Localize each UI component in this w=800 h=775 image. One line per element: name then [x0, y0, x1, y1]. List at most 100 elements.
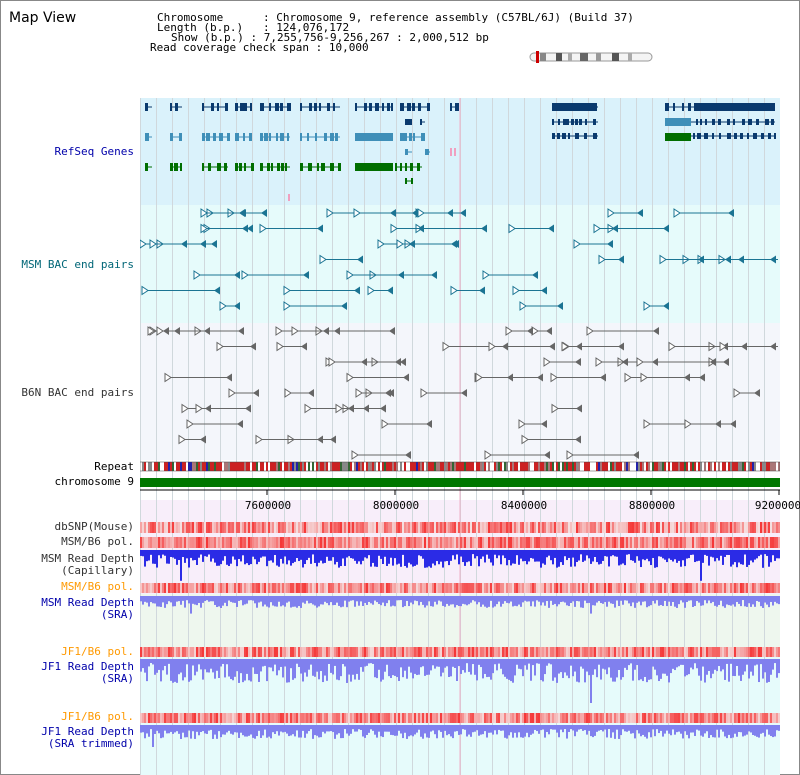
- heat-mark: [350, 522, 352, 533]
- depth-mark: [496, 725, 498, 735]
- depth-mark: [216, 725, 218, 739]
- repeat-mark: [718, 462, 720, 471]
- depth-mark: [414, 596, 416, 601]
- repeat-mark: [338, 462, 340, 471]
- heat-mark: [608, 522, 610, 533]
- depth-mark: [302, 550, 304, 568]
- heat-mark: [590, 522, 592, 533]
- depth-mark: [588, 725, 590, 731]
- heat-mark: [350, 537, 352, 548]
- heat-mark: [250, 583, 252, 593]
- heat-mark: [726, 713, 728, 723]
- repeat-mark: [470, 462, 472, 471]
- depth-mark: [684, 550, 686, 567]
- depth-mark: [744, 659, 746, 672]
- heat-mark: [656, 522, 658, 533]
- depth-mark: [624, 725, 626, 732]
- repeat-mark: [396, 462, 398, 471]
- heat-mark: [616, 713, 618, 723]
- heat-mark: [574, 537, 576, 548]
- bac-end-marker: [507, 373, 513, 382]
- heat-mark: [240, 713, 242, 723]
- depth-mark: [498, 550, 500, 556]
- depth-mark: [762, 725, 764, 733]
- depth-mark: [158, 725, 160, 734]
- label-msm-bac[interactable]: MSM BAC end pairs: [21, 258, 134, 271]
- heat-mark: [776, 583, 778, 593]
- heat-mark: [496, 522, 498, 533]
- heat-mark: [500, 647, 502, 657]
- depth-mark: [538, 596, 540, 602]
- gene-exon: [593, 119, 596, 125]
- heat-mark: [308, 522, 310, 533]
- depth-mark: [324, 550, 326, 563]
- heat-mark: [352, 522, 354, 533]
- heat-mark: [428, 537, 430, 548]
- bac-end-marker: [593, 223, 601, 234]
- depth-mark: [140, 725, 142, 733]
- depth-mark: [212, 725, 214, 739]
- depth-mark: [322, 659, 324, 683]
- heat-mark: [704, 537, 706, 548]
- depth-mark: [542, 550, 544, 564]
- depth-mark: [684, 725, 686, 732]
- depth-mark: [290, 550, 292, 566]
- heat-mark: [472, 583, 474, 593]
- heat-mark: [558, 713, 560, 723]
- depth-mark: [586, 725, 588, 735]
- depth-mark: [628, 596, 630, 604]
- label-refseq-genes[interactable]: RefSeq Genes: [54, 145, 134, 158]
- depth-mark: [590, 725, 592, 737]
- heat-mark: [568, 583, 570, 593]
- depth-mark: [426, 659, 428, 675]
- heat-mark: [314, 647, 316, 657]
- gene-exon: [244, 103, 247, 111]
- heat-mark: [358, 583, 360, 593]
- depth-mark: [674, 725, 676, 735]
- depth-mark: [314, 725, 316, 736]
- heat-mark: [398, 583, 400, 593]
- heat-mark: [552, 647, 554, 657]
- heat-mark: [732, 647, 734, 657]
- depth-mark: [360, 550, 362, 565]
- heat-mark: [168, 537, 170, 548]
- heat-mark: [488, 583, 490, 593]
- heat-mark: [540, 647, 542, 657]
- depth-mark: [604, 659, 606, 670]
- depth-mark: [664, 725, 666, 734]
- depth-mark: [540, 550, 542, 568]
- repeat-mark: [546, 462, 548, 471]
- depth-mark: [182, 550, 184, 558]
- heat-mark: [680, 522, 682, 533]
- repeat-mark: [566, 462, 568, 471]
- repeat-mark: [572, 462, 574, 471]
- depth-mark: [254, 596, 256, 604]
- depth-mark: [394, 596, 396, 607]
- depth-mark: [544, 596, 546, 606]
- heat-mark: [636, 537, 638, 548]
- heat-mark: [224, 537, 226, 548]
- depth-mark: [274, 659, 276, 665]
- depth-mark: [530, 725, 532, 735]
- gene-exon: [382, 103, 384, 111]
- track-panel[interactable]: [140, 98, 780, 775]
- heat-mark: [172, 583, 174, 593]
- heat-mark: [524, 522, 526, 533]
- bac-end-marker: [147, 326, 155, 336]
- heat-mark: [186, 537, 188, 548]
- heat-mark: [242, 583, 244, 593]
- repeat-mark: [262, 462, 264, 471]
- label-b6n-bac[interactable]: B6N BAC end pairs: [21, 386, 134, 399]
- depth-mark: [618, 596, 620, 607]
- heat-mark: [146, 647, 148, 657]
- heat-mark: [584, 647, 586, 657]
- depth-mark: [476, 596, 478, 605]
- label-msm-b6-pol-2: MSM/B6 pol.: [61, 580, 134, 593]
- repeat-mark: [600, 462, 602, 471]
- repeat-mark: [464, 462, 466, 471]
- depth-mark: [416, 550, 418, 565]
- depth-mark: [362, 659, 364, 672]
- repeat-mark: [428, 462, 430, 471]
- depth-mark: [614, 725, 616, 739]
- heat-mark: [304, 583, 306, 593]
